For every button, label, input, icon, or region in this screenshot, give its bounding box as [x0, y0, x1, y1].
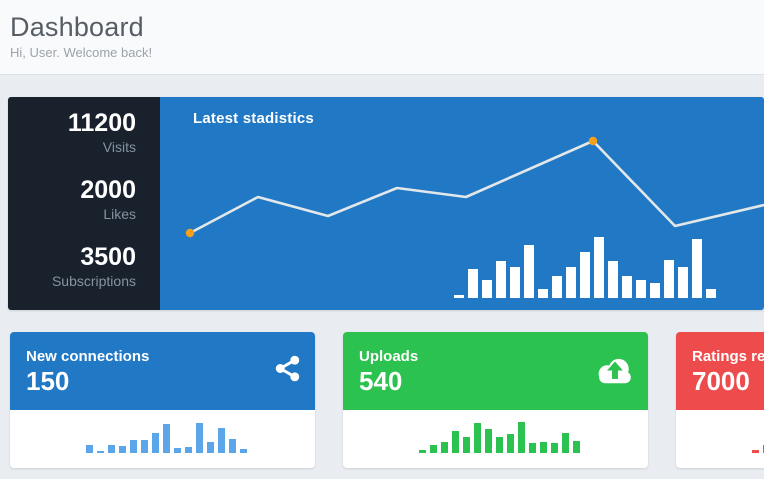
card-new-connections-value: 150 [26, 366, 70, 396]
stat-subscriptions: 3500 Subscriptions [8, 243, 136, 292]
trend-marker-start-icon [185, 228, 195, 238]
page-title: Dashboard [10, 12, 144, 42]
card-uploads-label: Uploads [359, 348, 419, 365]
page-subtitle: Hi, User. Welcome back! [10, 45, 153, 60]
stat-subscriptions-label: Subscriptions [51, 273, 136, 289]
stats-panel: 11200 Visits 2000 Likes 3500 Subscriptio… [8, 97, 160, 310]
trend-line-chart [185, 136, 764, 238]
card-uploads-head: Uploads 540 [343, 332, 648, 410]
card-ratings-received-value: 7000 [692, 366, 750, 396]
card-ratings-received-head: Ratings received 7000 [676, 332, 764, 410]
card-uploads: Uploads 540 [343, 332, 648, 468]
trend-marker-peak-icon [588, 136, 598, 146]
stat-visits-label: Visits [102, 139, 136, 155]
trend-line [189, 139, 764, 235]
stat-likes-value: 2000 [80, 176, 136, 204]
summary-cards-row: New connections 150 Uploads 540 [10, 332, 764, 468]
uploads-sparkline [419, 422, 580, 453]
card-new-connections-head: New connections 150 [10, 332, 315, 410]
card-ratings-received: Ratings received 7000 [676, 332, 764, 468]
card-uploads-value: 540 [359, 366, 403, 396]
stat-likes-label: Likes [103, 206, 136, 222]
stat-subscriptions-value: 3500 [80, 243, 136, 271]
volume-bar-chart [454, 237, 716, 298]
new-connections-sparkline [86, 423, 247, 453]
card-new-connections: New connections 150 [10, 332, 315, 468]
cloud-upload-icon [596, 355, 634, 390]
card-new-connections-label: New connections [26, 348, 150, 365]
stat-likes: 2000 Likes [8, 176, 136, 225]
share-icon [274, 355, 301, 387]
stat-visits-value: 11200 [67, 109, 136, 137]
card-ratings-received-label: Ratings received [692, 348, 764, 365]
statistics-row: 11200 Visits 2000 Likes 3500 Subscriptio… [8, 97, 764, 310]
latest-statistics-panel: Latest stadistics [160, 97, 764, 310]
ratings-sparkline [752, 422, 764, 453]
stat-visits: 11200 Visits [8, 109, 136, 158]
page-header: Dashboard Hi, User. Welcome back! [0, 0, 764, 75]
chart-title: Latest stadistics [193, 110, 314, 127]
